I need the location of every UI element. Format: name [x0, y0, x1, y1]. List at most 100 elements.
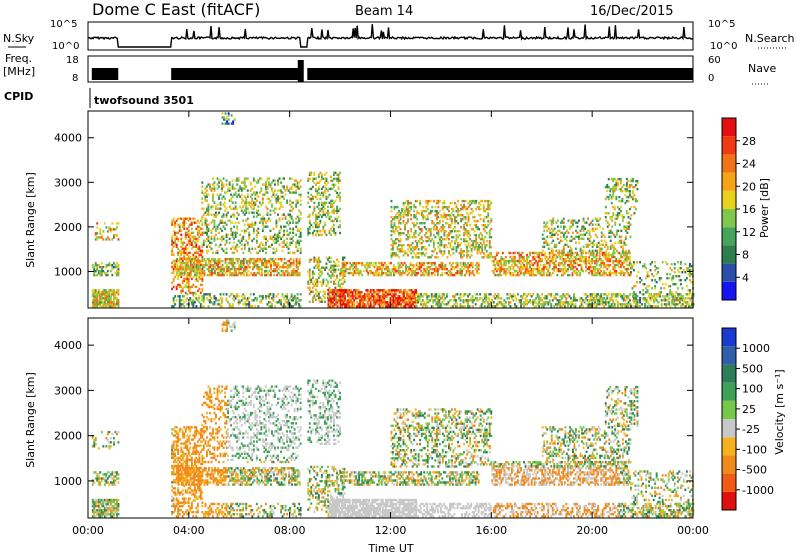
power-cell-1298	[236, 227, 239, 230]
power-cell-1470	[258, 177, 261, 180]
power-cell-1601	[277, 179, 279, 182]
power-cell-1804	[180, 303, 183, 306]
power-cell-540	[198, 277, 201, 281]
power-cell-783	[229, 271, 232, 275]
power-cell-578	[201, 251, 204, 254]
power-cell-3943	[490, 228, 493, 231]
power-cell-4559	[541, 249, 544, 252]
power-cell-38	[97, 293, 100, 296]
power-cell-478	[192, 265, 195, 269]
power-cell-813	[235, 257, 238, 261]
power-cell-2988	[377, 265, 380, 269]
power-cell-566	[201, 289, 204, 293]
power-cell-1379	[246, 201, 249, 204]
power-cell-3162	[444, 263, 447, 267]
power-cell-2678	[372, 295, 375, 298]
power-cell-1304	[236, 183, 239, 186]
power-cell-1826	[192, 299, 195, 302]
power-cell-2537	[341, 291, 343, 294]
power-cell-3048	[400, 265, 403, 269]
power-cell-3014	[387, 265, 389, 269]
power-cell-363	[181, 223, 184, 226]
power-cell-1346	[243, 231, 246, 234]
power-cell-1102	[209, 245, 211, 248]
power-cell-517	[195, 243, 198, 246]
power-cell-3029	[393, 263, 395, 267]
power-cell-2390	[330, 256, 332, 259]
power-cell-686	[203, 269, 206, 273]
power-cell-1852	[206, 297, 208, 300]
power-cell-2021	[307, 215, 310, 219]
power-cell-1465	[258, 243, 261, 246]
power-cell-1476	[260, 189, 263, 192]
power-cell-2841	[407, 303, 410, 306]
power-cell-2973	[373, 265, 376, 269]
power-cell-2851	[409, 299, 412, 302]
power-cell-961	[277, 267, 280, 271]
power-cell-2670	[371, 295, 374, 298]
power-cell-2575	[348, 289, 351, 292]
power-cell-2172	[327, 205, 329, 209]
power-cell-3863	[479, 218, 482, 221]
power-cell-1237	[227, 187, 229, 190]
power-cell-1192	[221, 215, 223, 218]
power-cell-1542	[269, 213, 272, 216]
power-cell-1418	[252, 229, 255, 232]
power-cell-1008	[292, 271, 295, 275]
power-cell-52	[100, 297, 103, 300]
power-cell-2020	[307, 227, 310, 231]
power-cell-2814	[401, 299, 404, 302]
power-cell-331	[180, 291, 183, 295]
power-cell-236	[116, 226, 118, 229]
power-cell-1265	[231, 201, 234, 204]
power-cell-692	[205, 261, 207, 265]
power-cell-1439	[254, 179, 257, 182]
power-cell-2720	[381, 297, 384, 300]
power-cell-1024	[295, 259, 298, 263]
power-cell-2572	[348, 295, 351, 298]
power-cell-2667	[369, 289, 372, 292]
power-cell-1370	[245, 197, 248, 200]
power-cell-1375	[246, 227, 249, 230]
power-cell-1429	[252, 177, 255, 180]
power-cell-1408	[251, 221, 254, 224]
power-cell-453	[189, 237, 192, 240]
power-cell-1337	[242, 219, 245, 222]
power-cell-3087	[417, 271, 420, 275]
power-cell-2651	[366, 291, 369, 294]
power-cell-3098	[420, 261, 423, 265]
power-cell-1041	[201, 207, 204, 210]
power-cell-358	[181, 251, 184, 254]
power-cell-1714	[295, 243, 298, 246]
power-cell-113	[113, 299, 115, 302]
power-cell-3037	[397, 267, 400, 271]
power-cell-1520	[266, 219, 269, 222]
power-cell-756	[221, 273, 224, 277]
power-cell-2227	[334, 177, 337, 180]
power-cell-2322	[317, 298, 320, 301]
power-cell-2298	[313, 272, 316, 275]
power-cell-4855	[629, 223, 632, 226]
power-cell-1082	[206, 195, 208, 198]
power-cell-294	[175, 261, 178, 264]
power-cell-2740	[386, 301, 389, 304]
power-cell-2372	[327, 272, 329, 275]
power-cell-1624	[281, 245, 284, 248]
power-cell-1637	[283, 233, 285, 236]
power-cell-2907	[344, 261, 347, 265]
power-cell-4579	[547, 247, 550, 250]
power-cell-1253	[230, 207, 233, 210]
power-cell-2018	[307, 231, 310, 235]
power-cell-2722	[381, 293, 384, 296]
power-cell-72	[105, 305, 108, 308]
power-cell-1081	[206, 199, 208, 202]
power-cell-804	[233, 271, 236, 275]
power-cell-505	[195, 279, 198, 283]
power-cell-714	[211, 269, 213, 273]
power-cell-2719	[381, 299, 384, 302]
power-cell-2696	[377, 297, 380, 300]
power-cell-226	[109, 228, 112, 231]
power-cell-2765	[391, 291, 393, 294]
power-cell-64	[103, 303, 106, 306]
power-cell-1848	[202, 297, 205, 300]
